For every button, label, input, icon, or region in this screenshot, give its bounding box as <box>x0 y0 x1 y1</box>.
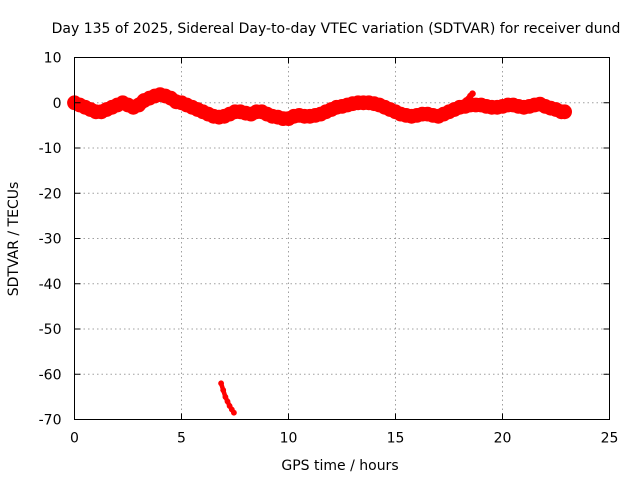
y-tick-label: -50 <box>39 322 62 338</box>
x-axis-label: GPS time / hours <box>281 458 398 474</box>
y-tick-label: -60 <box>39 367 62 383</box>
y-axis-label: SDTVAR / TECUs <box>6 182 22 297</box>
data-layer <box>67 87 572 416</box>
y-tick-label: -30 <box>39 232 62 248</box>
y-tick-label: 0 <box>53 96 62 112</box>
x-tick-label: 15 <box>387 431 405 447</box>
data-point <box>220 387 227 393</box>
chart-title: Day 135 of 2025, Sidereal Day-to-day VTE… <box>52 21 621 37</box>
x-tick-label: 10 <box>280 431 298 447</box>
y-tick-label: -70 <box>39 413 62 429</box>
data-point <box>454 106 461 113</box>
x-tick-label: 20 <box>494 431 512 447</box>
series-1 <box>454 90 476 113</box>
data-point <box>224 398 231 405</box>
data-point <box>557 104 572 120</box>
y-tick-label: -20 <box>39 186 62 202</box>
data-point <box>469 90 476 97</box>
data-point <box>462 97 470 104</box>
x-tick-label: 5 <box>177 431 186 447</box>
grid-layer <box>74 57 610 420</box>
x-tick-label: 0 <box>70 431 79 447</box>
x-tick-label: 25 <box>601 431 619 447</box>
y-tick-label: -10 <box>39 141 62 157</box>
series-2 <box>218 380 237 416</box>
data-point <box>458 101 466 109</box>
data-point <box>222 394 229 400</box>
data-point <box>218 380 225 387</box>
y-tick-label: -40 <box>39 277 62 293</box>
axis-layer: 0 5 10 15 20 25 10 0 -10 -20 -30 -40 -50 -60 -70 <box>39 51 619 447</box>
y-tick-label: 10 <box>44 51 62 67</box>
series-0 <box>67 87 572 126</box>
data-point <box>231 409 237 416</box>
